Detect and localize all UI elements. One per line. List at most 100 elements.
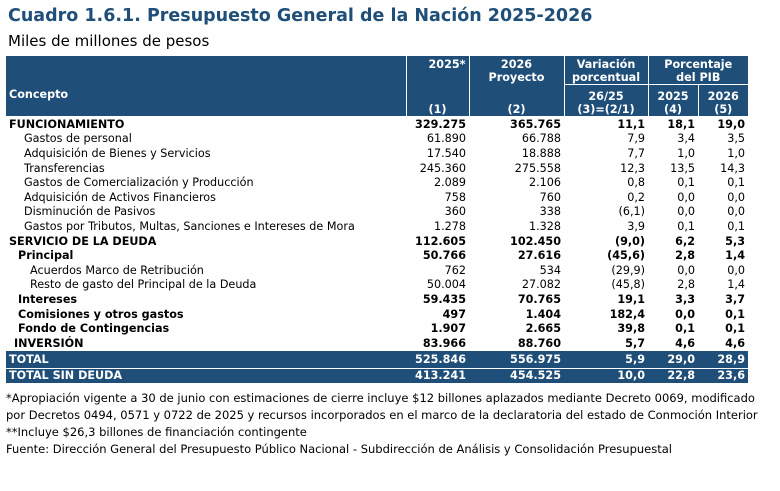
- cell-pib-2026: 28,9: [698, 351, 748, 369]
- row-label: Comisiones y otros gastos: [18, 307, 184, 321]
- cell-2026: 365.765: [510, 117, 561, 131]
- table-row: Gastos de personal 61.890 66.788 7,9 3,4…: [6, 132, 748, 147]
- row-label: Transferencias: [24, 161, 105, 175]
- header-pib-2025-year: 2025: [657, 89, 689, 103]
- header-variacion-formula: (3)=(2/1): [577, 102, 635, 116]
- row-label: Gastos de Comercialización y Producción: [24, 176, 254, 190]
- header-variacion-2625: 26/25: [588, 89, 624, 103]
- table-row: INVERSIÓN 83.966 88.760 5,7 4,6 4,6: [6, 336, 748, 353]
- table-row: Principal 50.766 27.616 (45,6) 2,8 1,4: [6, 249, 748, 264]
- cell-2025: 2.089: [433, 176, 466, 190]
- table-row: Adquisición de Activos Financieros 758 7…: [6, 190, 748, 205]
- cell-variacion: (45,6): [607, 249, 645, 263]
- cell-2026: 534: [539, 263, 561, 277]
- cell-2026: 27.616: [517, 249, 561, 263]
- row-label: Acuerdos Marco de Retribución: [30, 263, 204, 277]
- cell-pib-2026: 23,6: [698, 367, 748, 384]
- cell-2025: 59.435: [422, 292, 466, 306]
- row-label: Intereses: [18, 292, 78, 306]
- cell-pib-2026: 19,0: [717, 117, 745, 131]
- cell-pib-2026: 0,1: [727, 176, 745, 190]
- header-pib-2026: 2026 (5): [697, 84, 748, 116]
- cell-pib-2026: 0,0: [727, 263, 745, 277]
- cell-pib-2026: 0,1: [725, 322, 745, 336]
- header-variacion: Variación porcentual: [563, 56, 648, 85]
- header-pib-line2: del PIB: [676, 71, 721, 84]
- note-apropiacion: *Apropiación vigente a 30 de junio con e…: [6, 391, 758, 422]
- table-row: Intereses 59.435 70.765 19,1 3,3 3,7: [6, 293, 748, 308]
- table-row: Adquisición de Bienes y Servicios 17.540…: [6, 147, 748, 162]
- row-label: SERVICIO DE LA DEUDA: [9, 234, 157, 248]
- table-row: Gastos de Comercialización y Producción …: [6, 176, 748, 191]
- note-fuente: Fuente: Dirección General del Presupuest…: [6, 442, 672, 456]
- row-label: TOTAL: [6, 351, 406, 369]
- table-row: FUNCIONAMIENTO 329.275 365.765 11,1 18,1…: [6, 116, 748, 133]
- row-label: Gastos por Tributos, Multas, Sanciones e…: [24, 219, 355, 233]
- row-label: Adquisición de Activos Financieros: [24, 190, 216, 204]
- header-pib-2025-number: (4): [663, 102, 682, 116]
- cell-variacion: 11,1: [617, 117, 645, 131]
- cell-pib-2026: 3,5: [727, 132, 745, 146]
- cell-pib-2025: 2,8: [677, 278, 695, 292]
- total-row: TOTAL 525.846 556.975 5,9 29,0 28,9: [6, 351, 748, 369]
- cell-variacion: 7,9: [627, 132, 645, 146]
- cell-2025: 112.605: [415, 234, 466, 248]
- cell-2026: 1.328: [528, 219, 561, 233]
- cell-2026: 760: [539, 190, 561, 204]
- table-row: Gastos por Tributos, Multas, Sanciones e…: [6, 220, 748, 235]
- table-subtitle: Miles de millones de pesos: [8, 32, 210, 50]
- cell-pib-2026: 1,0: [727, 146, 745, 160]
- cell-pib-2026: 0,0: [727, 190, 745, 204]
- row-label: Resto de gasto del Principal de la Deuda: [30, 278, 257, 292]
- cell-variacion: 5,7: [564, 336, 648, 353]
- cell-pib-2025: 4,6: [648, 336, 698, 353]
- cell-2025: 762: [444, 263, 466, 277]
- header-porcentaje-pib: Porcentaje del PIB: [647, 56, 748, 85]
- cell-variacion: 5,9: [564, 351, 648, 369]
- cell-pib-2026: 14,3: [720, 161, 745, 175]
- row-label: Principal: [18, 249, 74, 263]
- cell-pib-2025: 3,4: [677, 132, 695, 146]
- cell-pib-2025: 0,0: [675, 307, 695, 321]
- cell-variacion: (9,0): [614, 234, 645, 248]
- cell-pib-2026: 1,4: [727, 278, 745, 292]
- cell-pib-2025: 0,0: [677, 190, 695, 204]
- cell-variacion: 39,8: [617, 322, 645, 336]
- header-2026: 2026 Proyecto: [468, 56, 564, 85]
- cell-2026: 454.525: [469, 367, 564, 384]
- cell-2025: 61.890: [426, 132, 466, 146]
- table-notes: *Apropiación vigente a 30 de junio con e…: [6, 390, 774, 458]
- header-pib-2025: 2025 (4): [647, 84, 698, 116]
- row-label: FUNCIONAMIENTO: [9, 117, 125, 131]
- cell-2025: 17.540: [426, 146, 466, 160]
- row-label: Fondo de Contingencias: [18, 322, 170, 336]
- header-2026-proyecto: Proyecto: [488, 71, 545, 84]
- cell-pib-2026: 4,6: [698, 336, 748, 353]
- header-variacion-line1: Variación: [576, 58, 636, 71]
- header-variacion-line2: porcentual: [571, 71, 641, 84]
- cell-2026: 102.450: [510, 234, 561, 248]
- cell-pib-2025: 0,0: [677, 205, 695, 219]
- header-pib-2026-number: (5): [714, 102, 733, 116]
- cell-pib-2025: 6,2: [675, 234, 695, 248]
- cell-variacion: (29,9): [611, 263, 645, 277]
- header-pib-2026-year: 2026: [707, 89, 739, 103]
- header-variacion-sub: 26/25 (3)=(2/1): [563, 84, 648, 116]
- cell-2026: 556.975: [469, 351, 564, 369]
- cell-pib-2025: 2,8: [675, 249, 695, 263]
- table-row: Resto de gasto del Principal de la Deuda…: [6, 278, 748, 293]
- header-2025: 2025*: [405, 56, 469, 85]
- cell-pib-2025: 0,1: [677, 176, 695, 190]
- header-2026-number: (2): [468, 84, 564, 116]
- table-row: Fondo de Contingencias 1.907 2.665 39,8 …: [6, 322, 748, 337]
- cell-2026: 275.558: [514, 161, 561, 175]
- cell-2025: 758: [444, 190, 466, 204]
- cell-2025: 329.275: [415, 117, 466, 131]
- cell-pib-2025: 0,0: [677, 263, 695, 277]
- cell-variacion: 12,3: [620, 161, 645, 175]
- cell-2026: 66.788: [521, 132, 561, 146]
- cell-pib-2025: 18,1: [667, 117, 695, 131]
- row-label: INVERSIÓN: [6, 336, 406, 353]
- cell-pib-2026: 5,3: [725, 234, 745, 248]
- cell-2025: 50.004: [426, 278, 466, 292]
